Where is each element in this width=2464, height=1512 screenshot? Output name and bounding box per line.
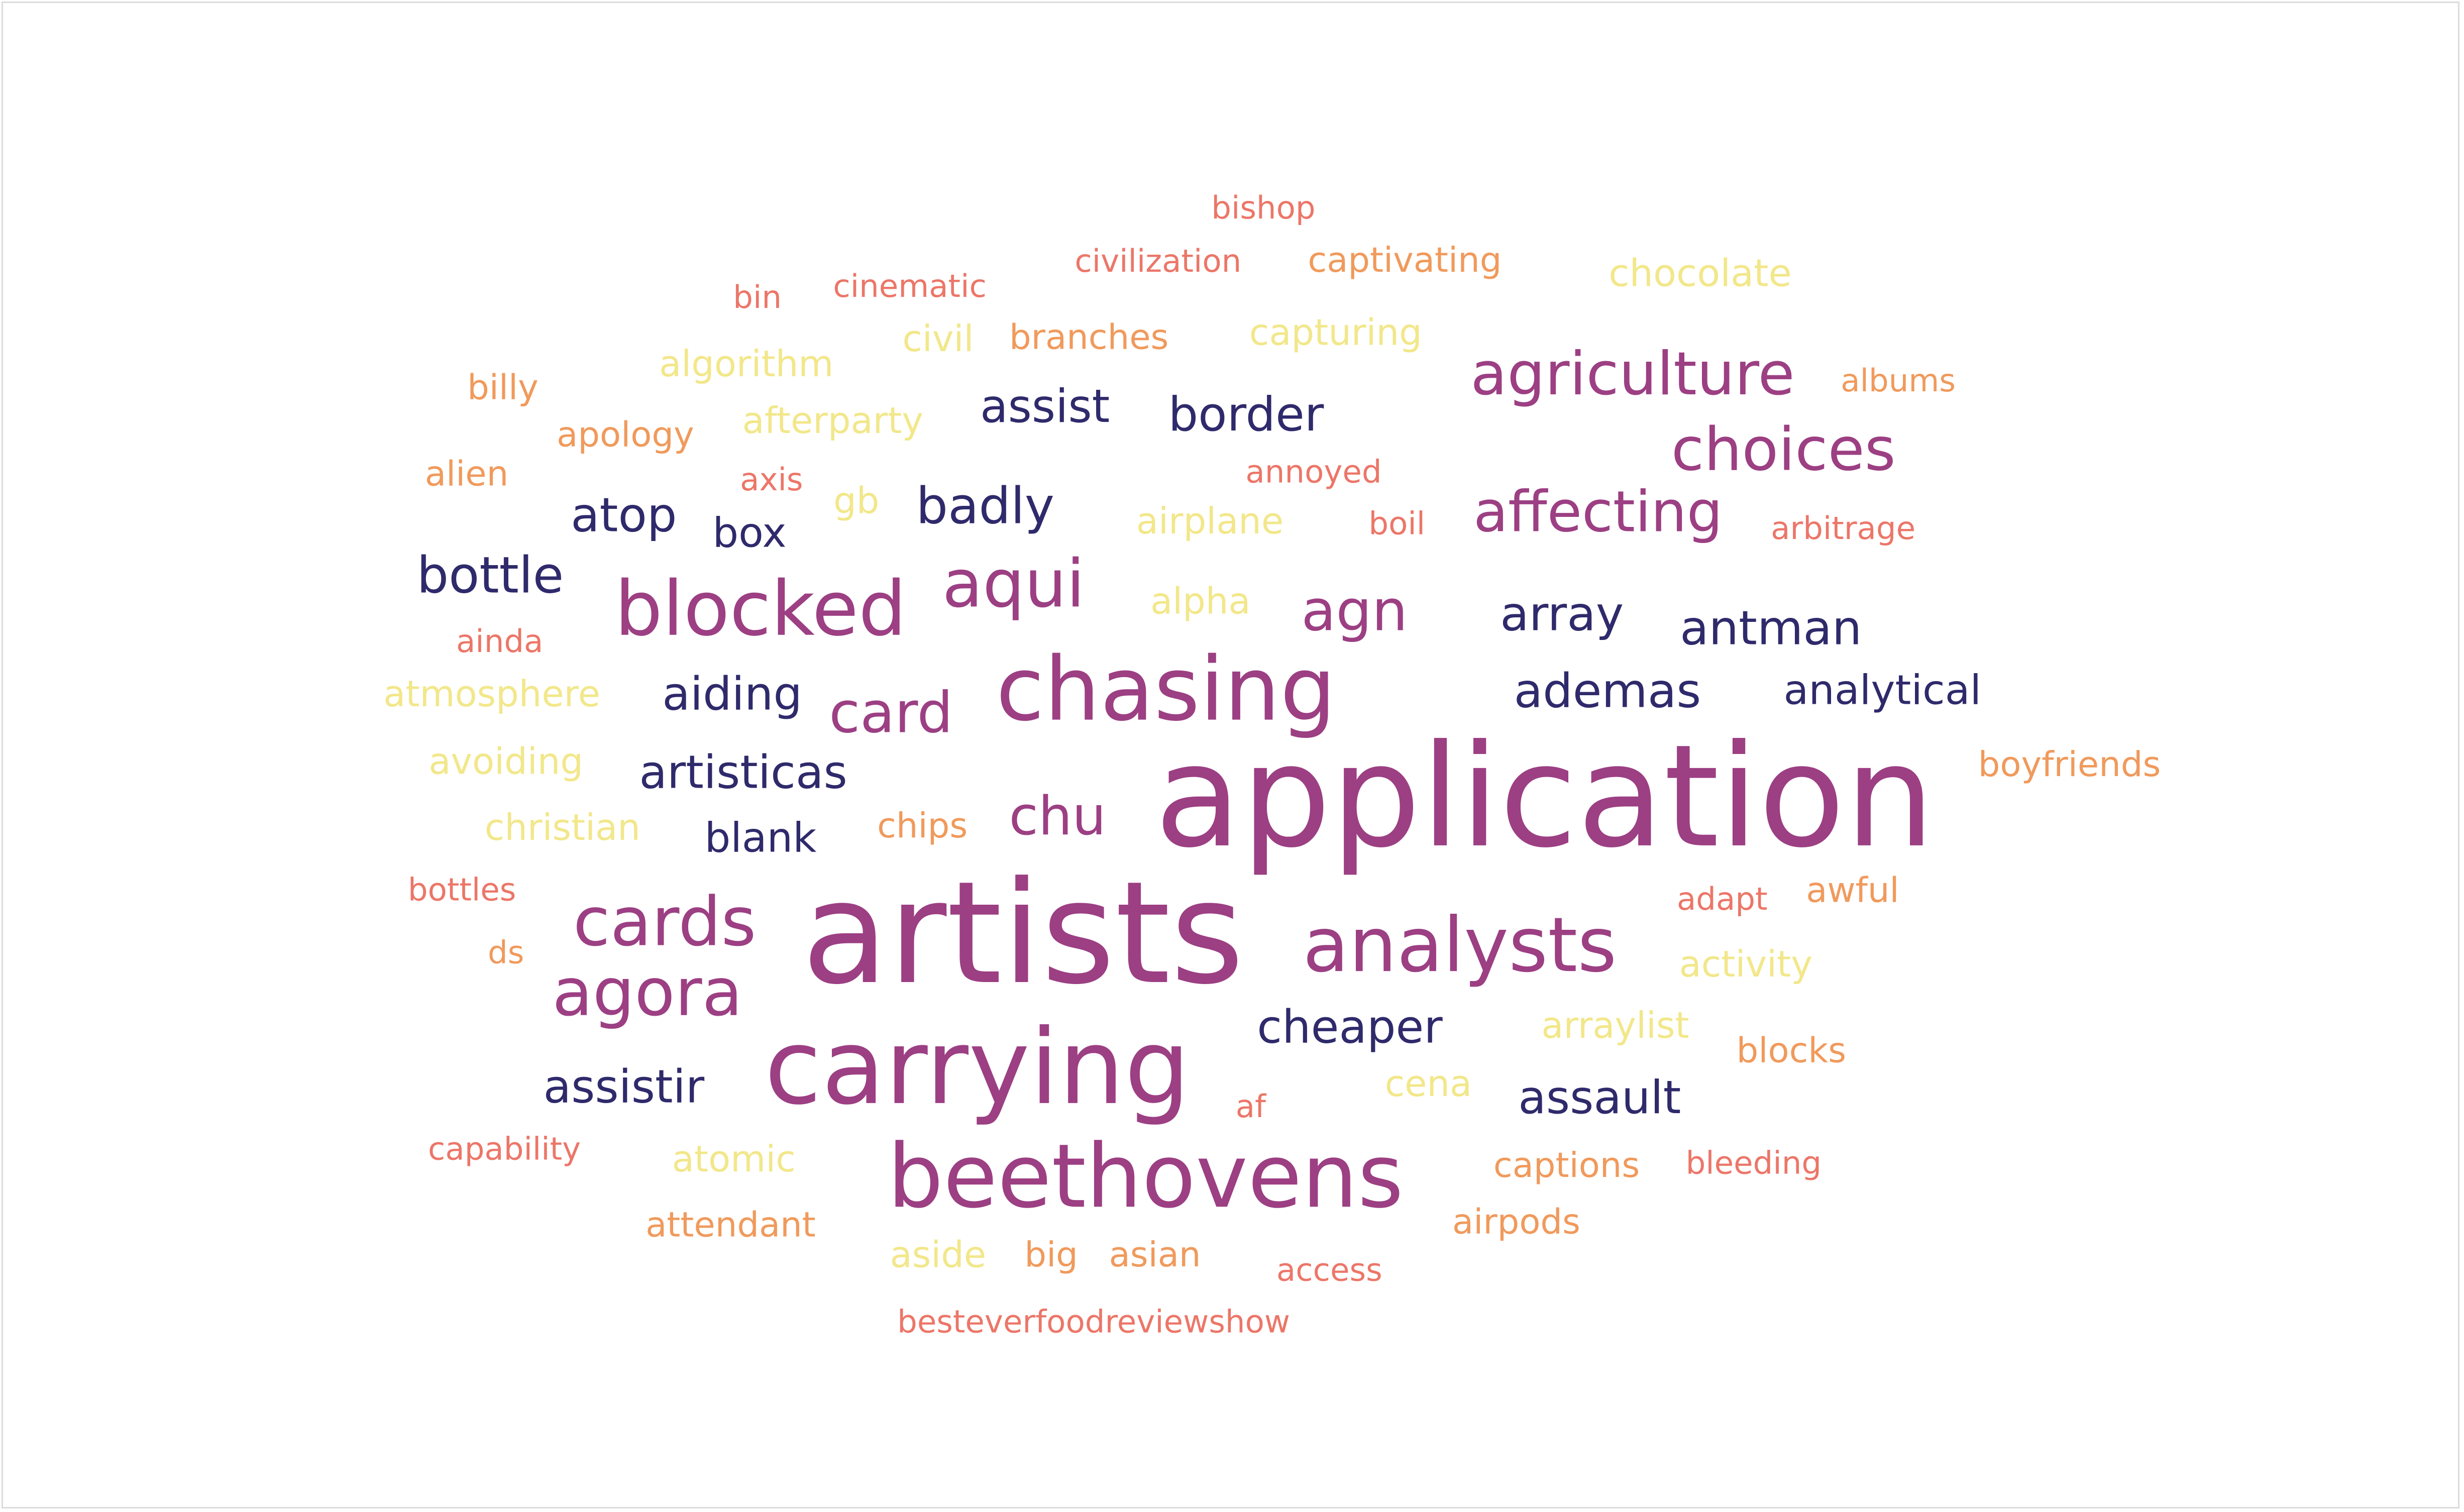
word: access — [1276, 1250, 1382, 1288]
word: annoyed — [1245, 452, 1382, 490]
word: aqui — [942, 545, 1085, 622]
word: cheaper — [1257, 1000, 1443, 1054]
word: algorithm — [659, 345, 834, 386]
word: captions — [1493, 1147, 1640, 1186]
word: antman — [1680, 602, 1862, 657]
word: ademas — [1514, 665, 1701, 720]
word: apology — [557, 416, 694, 456]
word: chasing — [996, 639, 1336, 742]
word: blank — [704, 815, 817, 863]
word: agriculture — [1470, 339, 1795, 409]
word: arbitrage — [1771, 509, 1916, 547]
word: branches — [1009, 318, 1169, 359]
word: affecting — [1473, 481, 1723, 546]
word: gb — [833, 481, 880, 523]
word: axis — [740, 460, 803, 498]
word: boil — [1368, 504, 1426, 543]
word: beethovens — [887, 1126, 1404, 1229]
word: assault — [1518, 1070, 1681, 1125]
word: albums — [1841, 361, 1956, 399]
word: cinematic — [833, 267, 987, 305]
word: bottle — [416, 545, 564, 605]
word: big — [1024, 1236, 1078, 1276]
word: captivating — [1308, 242, 1502, 281]
word: boyfriends — [1978, 746, 2161, 786]
word: civil — [902, 319, 974, 361]
word: airpods — [1452, 1204, 1580, 1243]
word: agora — [552, 953, 743, 1031]
word: ds — [488, 933, 524, 971]
word: af — [1235, 1087, 1266, 1125]
word: asian — [1109, 1236, 1201, 1276]
word: cena — [1384, 1064, 1472, 1106]
word: agn — [1301, 580, 1408, 644]
word: aside — [890, 1236, 987, 1277]
word: bleeding — [1685, 1144, 1822, 1182]
word: alpha — [1150, 582, 1251, 623]
word: card — [829, 682, 953, 746]
word: box — [712, 510, 787, 558]
word: capturing — [1249, 313, 1422, 355]
word: arraylist — [1541, 1006, 1689, 1047]
word: christian — [484, 808, 640, 849]
word: badly — [916, 476, 1054, 536]
word: assist — [980, 379, 1110, 433]
word: atop — [571, 488, 677, 544]
word: bottles — [407, 870, 516, 908]
word: blocked — [614, 566, 907, 654]
word: atmosphere — [383, 675, 600, 716]
word: aiding — [662, 667, 802, 721]
word: adapt — [1676, 880, 1768, 918]
word: bin — [733, 278, 782, 316]
word: cards — [573, 884, 757, 962]
word: artists — [802, 851, 1244, 1017]
word: analytical — [1783, 668, 1982, 715]
word: chu — [1009, 786, 1106, 849]
word: array — [1500, 587, 1624, 643]
word: capability — [427, 1130, 581, 1168]
word: besteverfoodreviewshow — [897, 1303, 1291, 1341]
word: atomic — [672, 1140, 796, 1181]
word: awful — [1806, 872, 1899, 912]
word: choices — [1671, 414, 1896, 484]
word: attendant — [646, 1207, 816, 1246]
word: border — [1168, 388, 1324, 444]
word: assistir — [543, 1059, 705, 1114]
word: blocks — [1736, 1032, 1847, 1072]
word: analysts — [1303, 902, 1617, 990]
word: avoiding — [428, 742, 584, 784]
word: afterparty — [742, 401, 924, 443]
word: chocolate — [1609, 251, 1792, 296]
word: activity — [1679, 945, 1812, 986]
word: carrying — [764, 1007, 1191, 1128]
word: civilization — [1075, 242, 1242, 280]
word: chips — [877, 807, 968, 847]
word: application — [1154, 715, 1935, 880]
word: artisticas — [639, 745, 847, 799]
word: billy — [467, 369, 539, 409]
word: airplane — [1136, 502, 1284, 543]
word: alien — [424, 456, 509, 495]
word: ainda — [456, 622, 544, 660]
word: bishop — [1211, 188, 1316, 227]
